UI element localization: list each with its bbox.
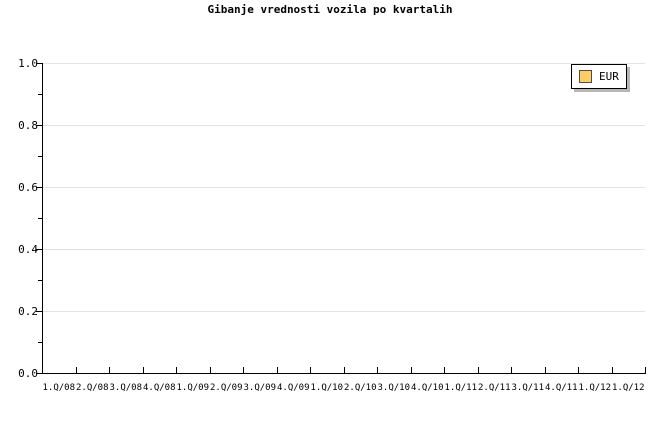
- x-tick: [109, 367, 110, 373]
- y-tick: [36, 373, 42, 374]
- x-tick-label: 3.Q/11: [511, 383, 545, 393]
- x-tick-label: 1.Q/10: [310, 383, 344, 393]
- x-tick-label: 1.Q/08: [42, 383, 76, 393]
- y-tick-minor: [38, 280, 42, 281]
- gridline: [42, 125, 645, 126]
- gridline: [42, 63, 645, 64]
- y-axis-line: [42, 63, 43, 374]
- legend-swatch-eur: [579, 70, 592, 83]
- x-tick: [243, 367, 244, 373]
- y-tick-minor: [38, 156, 42, 157]
- x-tick: [76, 367, 77, 373]
- y-tick-label: 0.2: [18, 305, 38, 318]
- x-tick-label: 4.Q/10: [410, 383, 444, 393]
- x-tick-label: 1.Q/12: [611, 383, 645, 393]
- x-tick-label: 4.Q/09: [276, 383, 310, 393]
- x-tick-label: 3.Q/10: [377, 383, 411, 393]
- chart-title: Gibanje vrednosti vozila po kvartalih: [207, 3, 453, 16]
- x-tick-label: 3.Q/08: [109, 383, 143, 393]
- x-tick-label: 2.Q/08: [75, 383, 109, 393]
- x-tick: [310, 367, 311, 373]
- y-tick-label: 0.0: [18, 367, 38, 380]
- x-tick-label: 2.Q/11: [477, 383, 511, 393]
- y-tick-label: 0.4: [18, 243, 38, 256]
- x-tick: [511, 367, 512, 373]
- x-tick: [411, 367, 412, 373]
- legend[interactable]: EUR: [571, 64, 627, 89]
- x-tick-label: 2.Q/09: [209, 383, 243, 393]
- gridline: [42, 249, 645, 250]
- gridline: [42, 187, 645, 188]
- x-tick: [210, 367, 211, 373]
- series-svg: [42, 63, 645, 373]
- x-tick-label: 2.Q/10: [343, 383, 377, 393]
- gridline: [42, 311, 645, 312]
- x-tick: [377, 367, 378, 373]
- x-tick-label: 4.Q/11: [544, 383, 578, 393]
- x-tick: [277, 367, 278, 373]
- y-tick: [36, 249, 42, 250]
- legend-label-eur: EUR: [599, 70, 619, 83]
- y-tick: [36, 311, 42, 312]
- x-tick: [645, 367, 646, 373]
- x-axis-line: [42, 373, 646, 374]
- x-tick-label: 1.Q/12: [578, 383, 612, 393]
- x-tick: [612, 367, 613, 373]
- x-tick: [545, 367, 546, 373]
- x-tick-label: 3.Q/09: [243, 383, 277, 393]
- x-tick: [42, 367, 43, 373]
- plot-area: [42, 63, 645, 374]
- x-tick-label: 1.Q/09: [176, 383, 210, 393]
- x-tick: [478, 367, 479, 373]
- y-tick-minor: [38, 94, 42, 95]
- x-tick: [444, 367, 445, 373]
- x-tick: [176, 367, 177, 373]
- series-layer: [42, 63, 645, 373]
- x-tick: [344, 367, 345, 373]
- x-tick: [143, 367, 144, 373]
- x-tick-label: 1.Q/11: [444, 383, 478, 393]
- y-tick: [36, 187, 42, 188]
- y-tick-minor: [38, 342, 42, 343]
- y-tick-label: 0.6: [18, 181, 38, 194]
- x-tick-label: 4.Q/08: [142, 383, 176, 393]
- y-tick: [36, 125, 42, 126]
- y-tick: [36, 63, 42, 64]
- y-tick-label: 0.8: [18, 119, 38, 132]
- y-tick-minor: [38, 218, 42, 219]
- y-tick-label: 1.0: [18, 57, 38, 70]
- x-tick: [578, 367, 579, 373]
